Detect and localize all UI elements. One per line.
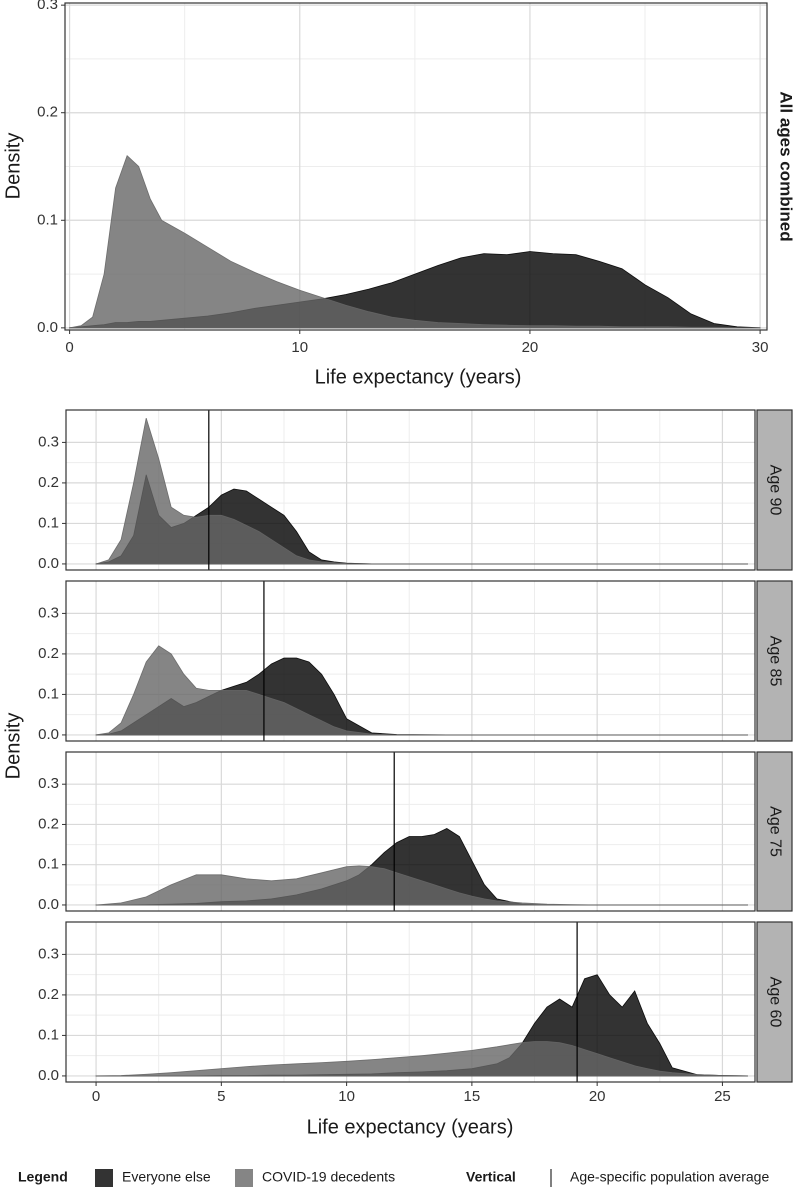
x-tick-label: 25 — [714, 1088, 731, 1105]
panel: 0.0 0.1 0.2 0.3 Age 75 — [38, 751, 793, 913]
x-tick-label: 30 — [752, 339, 769, 356]
y-tick-label: 0.0 — [38, 726, 59, 743]
y-axis-title: Density — [2, 133, 24, 200]
plot-border — [65, 921, 756, 1083]
y-tick-label: 0.1 — [37, 211, 58, 228]
strip — [756, 751, 793, 912]
x-tick-label: 20 — [589, 1088, 606, 1105]
density-area — [95, 645, 748, 736]
y-tick-label: 0.2 — [38, 815, 59, 832]
plot-border — [64, 2, 768, 331]
x-tick-label: 0 — [65, 339, 73, 356]
y-tick-label: 0.3 — [38, 945, 59, 962]
x-axis-title: Life expectancy (years) — [307, 1116, 514, 1138]
y-tick-label: 0.2 — [37, 104, 58, 121]
y-tick-label: 0.1 — [38, 685, 59, 702]
x-tick-label: 15 — [464, 1088, 481, 1105]
y-tick-label: 0.3 — [38, 775, 59, 792]
panel: 0.0 0.1 0.2 0.3 Age 85 — [38, 580, 793, 743]
x-axis-title: Life expectancy (years) — [315, 366, 522, 388]
strip-label: Age 75 — [766, 806, 783, 857]
panel: 0.0 0.1 0.2 0.3 0 10 20 30 Life expectancy (year… — [2, 0, 795, 388]
y-tick-label: 0.0 — [38, 896, 59, 913]
plot-border — [65, 409, 756, 571]
legend-swatch — [95, 1169, 113, 1187]
y-tick-label: 0.1 — [38, 1026, 59, 1043]
legend-title: Legend — [18, 1169, 68, 1185]
density-area — [95, 865, 748, 906]
y-tick-label: 0.2 — [38, 474, 59, 491]
panel: 0.0 0.1 0.2 0.3 0 5 10 15 20 25 Life expectancy (y… — [38, 921, 793, 1138]
strip-label: All ages combined — [777, 91, 796, 241]
strip-label: Age 60 — [766, 977, 783, 1028]
x-tick-label: 5 — [217, 1088, 225, 1105]
legend-vertical-title: Vertical — [466, 1169, 516, 1185]
strip-label: Age 85 — [766, 636, 783, 687]
density-area — [95, 1041, 748, 1077]
x-tick-label: 20 — [522, 339, 539, 356]
legend-swatch — [235, 1169, 253, 1187]
y-tick-label: 0.3 — [38, 433, 59, 450]
density-area — [69, 154, 761, 329]
y-tick-label: 0.0 — [38, 555, 59, 572]
plot-border — [65, 580, 756, 742]
y-tick-label: 0.2 — [38, 645, 59, 662]
strip — [756, 409, 793, 571]
x-tick-label: 10 — [338, 1088, 355, 1105]
x-tick-label: 0 — [92, 1088, 100, 1105]
density-area — [95, 417, 748, 565]
strip-label: Age 90 — [766, 465, 783, 516]
panel: 0.0 0.1 0.2 0.3 Density Age 90 — [2, 409, 793, 780]
plot-border — [65, 751, 756, 912]
y-tick-label: 0.1 — [38, 856, 59, 873]
y-tick-label: 0.1 — [38, 514, 59, 531]
strip — [756, 921, 793, 1083]
y-axis-title: Density — [2, 713, 24, 780]
y-tick-label: 0.0 — [37, 319, 58, 336]
legend-vertical-label: Age-specific population average — [570, 1169, 769, 1185]
y-tick-label: 0.2 — [38, 986, 59, 1003]
legend-label: Everyone else — [122, 1169, 211, 1185]
y-tick-label: 0.3 — [37, 0, 58, 13]
strip — [756, 580, 793, 742]
y-tick-label: 0.0 — [38, 1067, 59, 1084]
x-tick-label: 10 — [291, 339, 308, 356]
legend-label: COVID-19 decedents — [262, 1169, 395, 1185]
y-tick-label: 0.3 — [38, 604, 59, 621]
